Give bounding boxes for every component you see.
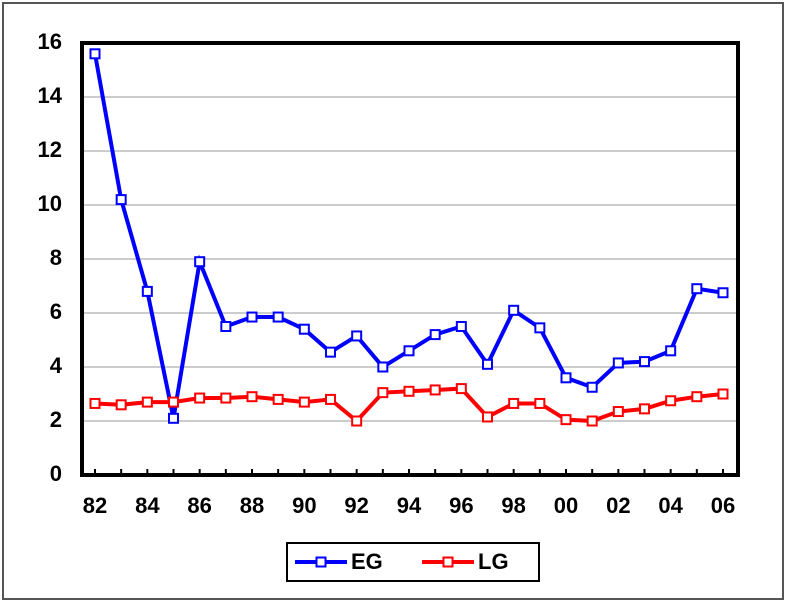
point xyxy=(586,415,598,427)
point xyxy=(168,412,179,424)
outer-frame xyxy=(2,2,784,600)
y-tick-label: 16 xyxy=(38,29,62,54)
point xyxy=(246,311,258,323)
point xyxy=(272,393,284,405)
point xyxy=(141,396,153,408)
point xyxy=(612,406,624,418)
point xyxy=(194,256,206,268)
point xyxy=(403,345,415,357)
y-tick-label: 12 xyxy=(38,137,62,162)
point xyxy=(717,388,729,400)
y-tick-label: 8 xyxy=(50,245,62,270)
x-tick-label: 90 xyxy=(292,493,316,518)
x-tick-label: 04 xyxy=(658,493,683,518)
y-tick-label: 0 xyxy=(50,461,62,486)
point xyxy=(89,48,101,60)
point xyxy=(508,304,520,316)
point xyxy=(717,287,729,299)
x-tick-label: 96 xyxy=(449,493,473,518)
point xyxy=(325,346,336,358)
point xyxy=(482,358,493,370)
x-tick-label: 02 xyxy=(606,493,630,518)
point xyxy=(612,357,624,369)
point xyxy=(534,322,546,334)
point xyxy=(665,345,677,357)
x-tick-label: 92 xyxy=(344,493,368,518)
point xyxy=(220,321,232,332)
series-line xyxy=(93,53,724,419)
y-tick-label: 4 xyxy=(50,353,63,378)
point xyxy=(168,396,179,408)
point xyxy=(639,356,650,368)
x-tick-label: 86 xyxy=(187,493,211,518)
point xyxy=(115,399,127,411)
point xyxy=(586,381,598,393)
legend-marker xyxy=(442,556,454,568)
point xyxy=(351,415,363,427)
point xyxy=(639,403,650,415)
legend-marker xyxy=(315,556,327,568)
legend: EG LG xyxy=(286,542,540,582)
point xyxy=(455,383,467,395)
x-tick-label: 98 xyxy=(501,493,525,518)
point xyxy=(665,395,677,407)
point xyxy=(351,330,363,342)
x-tick-label: 84 xyxy=(135,493,160,518)
point xyxy=(141,285,153,297)
point xyxy=(482,411,493,423)
y-tick-label: 2 xyxy=(50,407,62,432)
point xyxy=(194,392,206,404)
x-tick-label: 06 xyxy=(711,493,735,518)
point xyxy=(89,397,101,409)
legend-label: LG xyxy=(478,549,509,574)
y-tick-label: 10 xyxy=(38,191,62,216)
legend-label: EG xyxy=(351,549,383,574)
point xyxy=(272,311,284,323)
point xyxy=(325,393,336,405)
x-tick-label: 00 xyxy=(554,493,578,518)
point xyxy=(377,387,389,399)
point xyxy=(691,391,703,403)
point xyxy=(298,323,310,335)
point xyxy=(298,396,310,408)
point xyxy=(455,321,467,332)
point xyxy=(246,391,258,403)
x-tick-label: 94 xyxy=(397,493,422,518)
point xyxy=(429,384,441,396)
point xyxy=(534,397,546,409)
point xyxy=(403,385,415,397)
point xyxy=(429,329,441,341)
point xyxy=(377,361,389,373)
x-tick-label: 88 xyxy=(240,493,264,518)
point xyxy=(560,372,572,384)
y-tick-label: 6 xyxy=(50,299,62,324)
point xyxy=(560,414,572,426)
point xyxy=(115,194,127,206)
point xyxy=(508,397,520,409)
x-tick-label: 82 xyxy=(83,493,107,518)
point xyxy=(691,283,703,295)
point xyxy=(220,392,232,404)
y-tick-label: 14 xyxy=(38,83,63,108)
